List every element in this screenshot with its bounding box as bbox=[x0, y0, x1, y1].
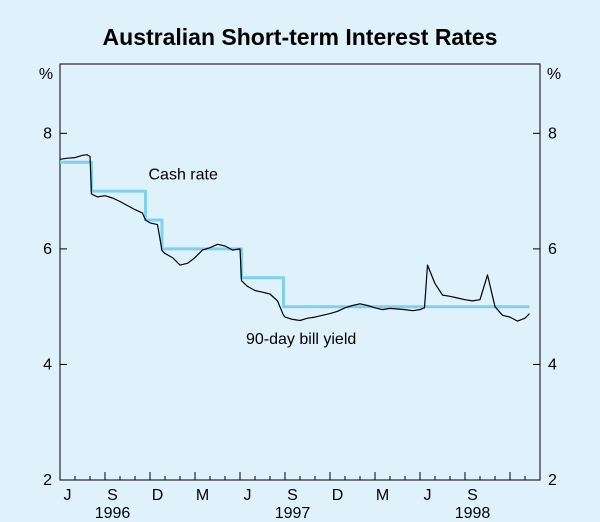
y-tick-label-right: 6 bbox=[548, 241, 557, 258]
annotation-label: 90-day bill yield bbox=[246, 331, 356, 348]
plot-area-frame bbox=[59, 63, 541, 481]
series-layer bbox=[59, 154, 530, 322]
x-year-label: 1996 bbox=[95, 505, 131, 522]
x-tick-label: J bbox=[64, 487, 72, 504]
x-tick-label: J bbox=[424, 487, 432, 504]
x-tick-label: J bbox=[244, 487, 252, 504]
cash-rate-line bbox=[60, 160, 530, 309]
x-tick-label: S bbox=[467, 487, 478, 504]
left-unit-label: % bbox=[39, 66, 53, 83]
x-tick-label: M bbox=[376, 487, 389, 504]
x-tick-label: S bbox=[287, 487, 298, 504]
y-tick-label-left: 8 bbox=[43, 125, 52, 142]
y-tick-label-right: 8 bbox=[548, 125, 557, 142]
y-tick-label-left: 4 bbox=[43, 356, 52, 373]
annotation-layer: Cash rate 90-day bill yield bbox=[149, 167, 357, 349]
x-tick-label: D bbox=[152, 487, 164, 504]
x-year-label: 1998 bbox=[455, 505, 491, 522]
x-year-label: 1997 bbox=[275, 505, 311, 522]
annotation-label: Cash rate bbox=[149, 167, 218, 184]
x-tick-label: D bbox=[332, 487, 344, 504]
90-day-bill-yield-line bbox=[59, 154, 530, 322]
y-tick-label-left: 6 bbox=[43, 241, 52, 258]
y-tick-label-right: 2 bbox=[548, 472, 557, 489]
y-tick-label-left: 2 bbox=[43, 472, 52, 489]
chart-title: Australian Short-term Interest Rates bbox=[103, 24, 498, 50]
right-unit-label: % bbox=[547, 66, 561, 83]
y-tick-label-right: 4 bbox=[548, 356, 557, 373]
x-tick-label: M bbox=[196, 487, 209, 504]
y-axis-ticks: 2 2 4 4 6 6 8 8 bbox=[43, 125, 557, 489]
x-tick-label: S bbox=[107, 487, 118, 504]
